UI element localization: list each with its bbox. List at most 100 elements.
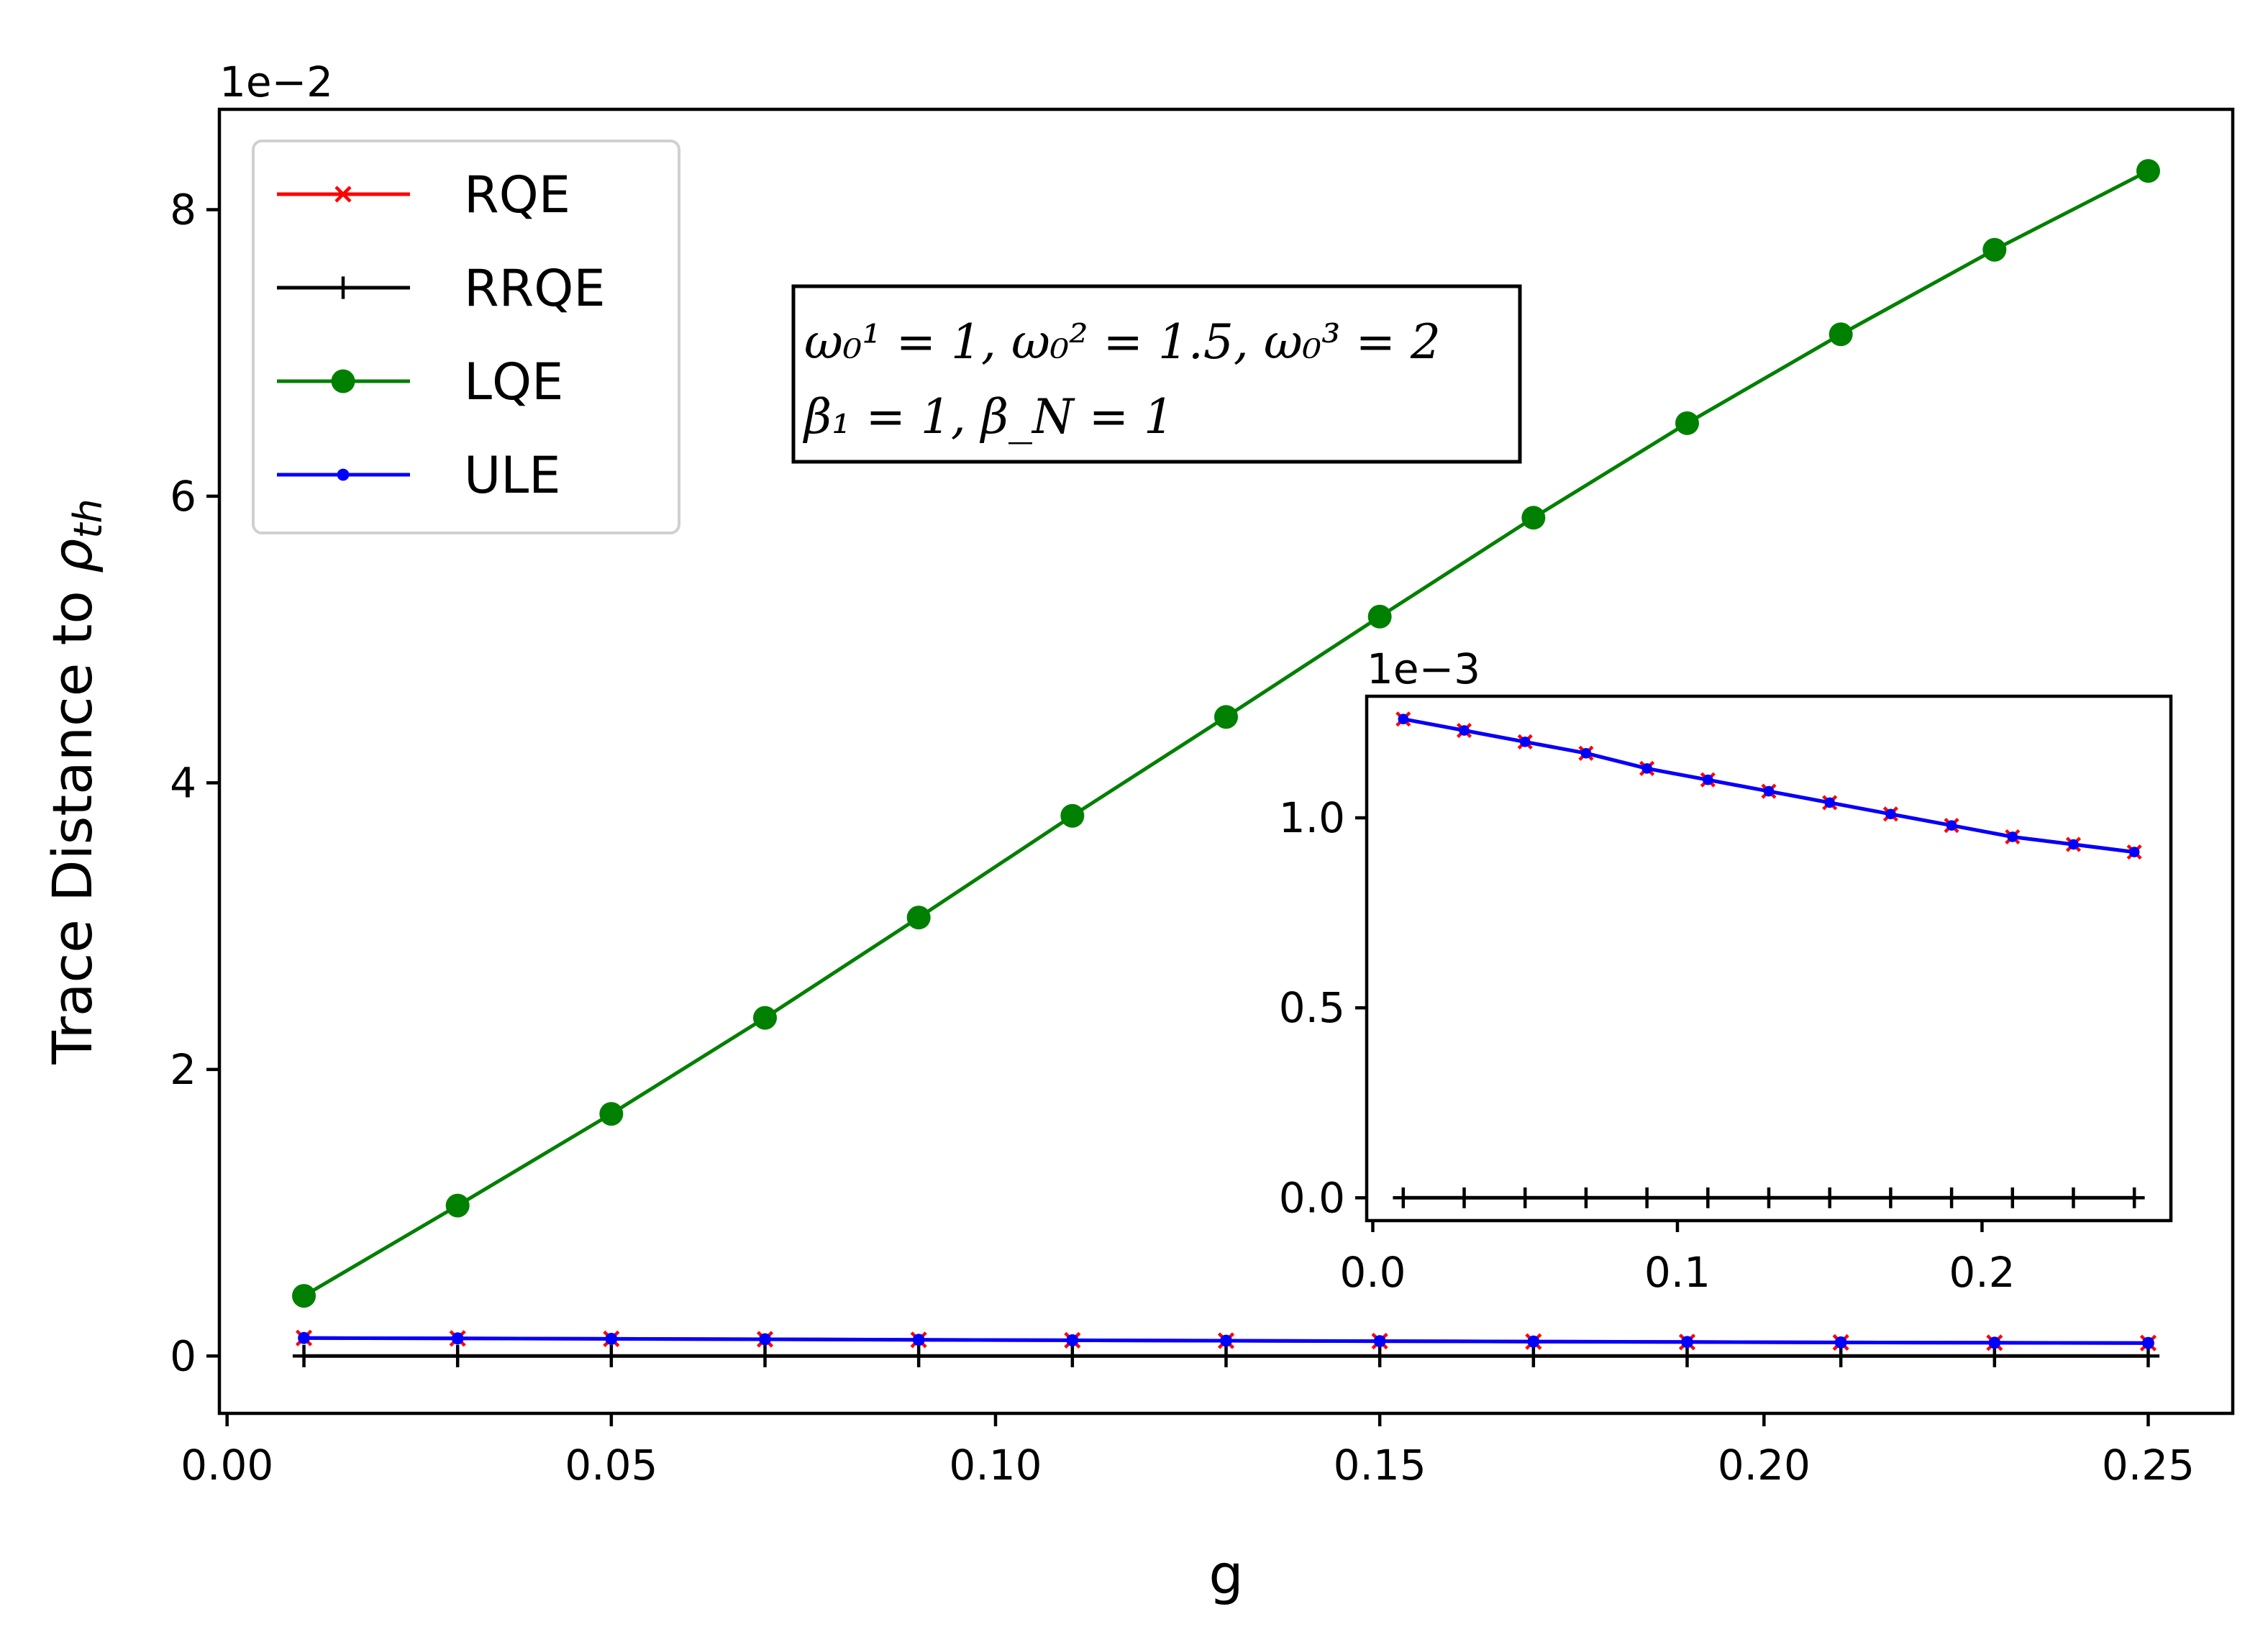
y-axis-label-subscript: th — [65, 498, 111, 538]
data-point-rrqe — [1829, 1344, 1852, 1367]
inset-data-point-ule — [1641, 763, 1652, 774]
legend-label-lqe: LQE — [464, 352, 563, 411]
legend-marker-ule — [337, 468, 350, 481]
inset-data-point-ule — [1459, 725, 1470, 736]
data-point-rrqe — [446, 1344, 469, 1367]
inset-data-point-rrqe — [1636, 1187, 1658, 1208]
inset-y-tick-label: 1.0 — [1279, 793, 1345, 842]
legend-box — [252, 140, 680, 534]
x-tick-label: 0.05 — [565, 1441, 657, 1490]
legend-label-ule: ULE — [464, 446, 560, 505]
inset-x-tick-label: 0.0 — [1339, 1248, 1406, 1297]
annotation-line-2: β₁ = 1, β_N = 1 — [802, 389, 1174, 445]
x-tick-label: 0.10 — [949, 1441, 1042, 1490]
inset-data-point-rrqe — [1514, 1187, 1536, 1208]
inset-data-point-rrqe — [1819, 1187, 1841, 1208]
main-plot: 0.00 0.05 0.10 0.15 0.20 0.25 0 2 4 6 8 1e−2 g Trace … — [40, 58, 2235, 1606]
inset-data-point-ule — [1580, 747, 1592, 759]
legend-marker-rqe — [334, 186, 352, 203]
inset-data-point-ule — [2068, 839, 2079, 850]
inset-x-tick-label: 0.1 — [1644, 1248, 1711, 1297]
data-point-rrqe — [753, 1344, 777, 1367]
inset-data-point-rrqe — [1758, 1187, 1780, 1208]
data-point-ule — [298, 1331, 310, 1344]
y-tick-label: 8 — [170, 185, 196, 234]
data-point-ule — [605, 1333, 618, 1345]
y-axis-label-symbol: ρ — [40, 539, 104, 573]
y-tick-label: 2 — [170, 1045, 196, 1094]
annotation-line-1: ω₀¹ = 1, ω₀² = 1.5, ω₀³ = 2 — [804, 314, 1441, 370]
y-axis-label-text: Trace Distance to — [40, 573, 104, 1065]
data-point-rrqe — [292, 1344, 316, 1367]
inset-data-point-rrqe — [1454, 1187, 1475, 1208]
inset-y-scale-label: 1e−3 — [1367, 644, 1480, 693]
legend: RQE RRQE LQE ULE — [252, 140, 680, 534]
data-point-ule — [1834, 1336, 1847, 1349]
data-point-rrqe — [1214, 1344, 1238, 1367]
data-point-lqe — [2136, 159, 2160, 183]
inset-data-point-ule — [1946, 820, 1957, 831]
data-point-lqe — [1060, 803, 1085, 828]
data-point-rrqe — [1061, 1344, 1084, 1367]
data-point-ule — [1373, 1335, 1386, 1347]
data-point-lqe — [1675, 411, 1699, 435]
plot-frame — [217, 107, 2235, 1416]
data-point-ule — [2142, 1336, 2154, 1349]
legend-label-rrqe: RRQE — [464, 259, 606, 318]
inset-data-point-ule — [2007, 831, 2018, 842]
data-point-lqe — [1367, 604, 1392, 629]
data-point-rrqe — [1675, 1344, 1699, 1367]
y-axis-label: Trace Distance to ρth — [40, 498, 111, 1065]
data-point-lqe — [1982, 237, 2007, 262]
inset-data-point-ule — [1703, 774, 1713, 785]
inset-data-point-rrqe — [1575, 1187, 1597, 1208]
inset-data-point-ule — [1885, 808, 1896, 820]
data-point-rrqe — [1368, 1344, 1391, 1367]
inset-data-point-rrqe — [2063, 1187, 2084, 1208]
inset-data-point-ule — [1398, 714, 1409, 724]
legend-label-rqe: RQE — [464, 165, 570, 224]
legend-marker-rrqe — [332, 276, 355, 299]
data-point-lqe — [599, 1102, 624, 1126]
parameter-annotation: ω₀¹ = 1, ω₀² = 1.5, ω₀³ = 2 β₁ = 1, β_N … — [791, 284, 1522, 464]
data-point-lqe — [1214, 705, 1238, 729]
inset-data-point-ule — [1824, 797, 1835, 808]
inset-plot-frame — [1365, 694, 2173, 1223]
data-point-lqe — [906, 906, 931, 930]
x-tick-label: 0.25 — [2102, 1441, 2195, 1490]
data-point-ule — [1988, 1336, 2001, 1349]
inset-data-point-rrqe — [2123, 1187, 2145, 1208]
y-tick-label: 0 — [170, 1331, 196, 1380]
legend-marker-lqe — [331, 369, 355, 393]
data-point-ule — [1527, 1335, 1540, 1348]
x-axis-label: g — [1208, 1542, 1243, 1606]
y-tick-label: 6 — [170, 472, 196, 521]
data-point-rrqe — [907, 1344, 930, 1367]
data-point-rrqe — [1522, 1344, 1545, 1367]
inset-y-tick-label: 0.0 — [1279, 1173, 1345, 1222]
inset-plot: 0.0 0.1 0.2 0.0 0.5 1.0 1e−3 — [1279, 644, 2173, 1297]
data-point-ule — [1220, 1334, 1232, 1347]
data-point-ule — [1681, 1336, 1693, 1349]
data-point-ule — [912, 1334, 925, 1346]
inset-data-point-rrqe — [1880, 1187, 1901, 1208]
data-point-lqe — [292, 1284, 316, 1308]
x-tick-label: 0.00 — [181, 1441, 273, 1490]
data-point-lqe — [1828, 322, 1853, 347]
x-tick-label: 0.20 — [1718, 1441, 1811, 1490]
inset-data-point-rrqe — [1697, 1187, 1718, 1208]
inset-data-point-ule — [2128, 847, 2140, 857]
inset-data-point-rrqe — [1941, 1187, 1962, 1208]
inset-plot-background — [1367, 696, 2171, 1221]
x-tick-label: 0.15 — [1334, 1441, 1426, 1490]
data-point-lqe — [1521, 506, 1546, 530]
inset-y-tick-label: 0.5 — [1279, 983, 1345, 1032]
y-scale-label: 1e−2 — [219, 58, 333, 106]
inset-data-point-ule — [1519, 737, 1531, 747]
data-point-lqe — [445, 1193, 470, 1218]
inset-data-point-ule — [1763, 785, 1775, 797]
inset-data-point-rrqe — [2002, 1187, 2023, 1208]
data-point-ule — [759, 1333, 771, 1346]
